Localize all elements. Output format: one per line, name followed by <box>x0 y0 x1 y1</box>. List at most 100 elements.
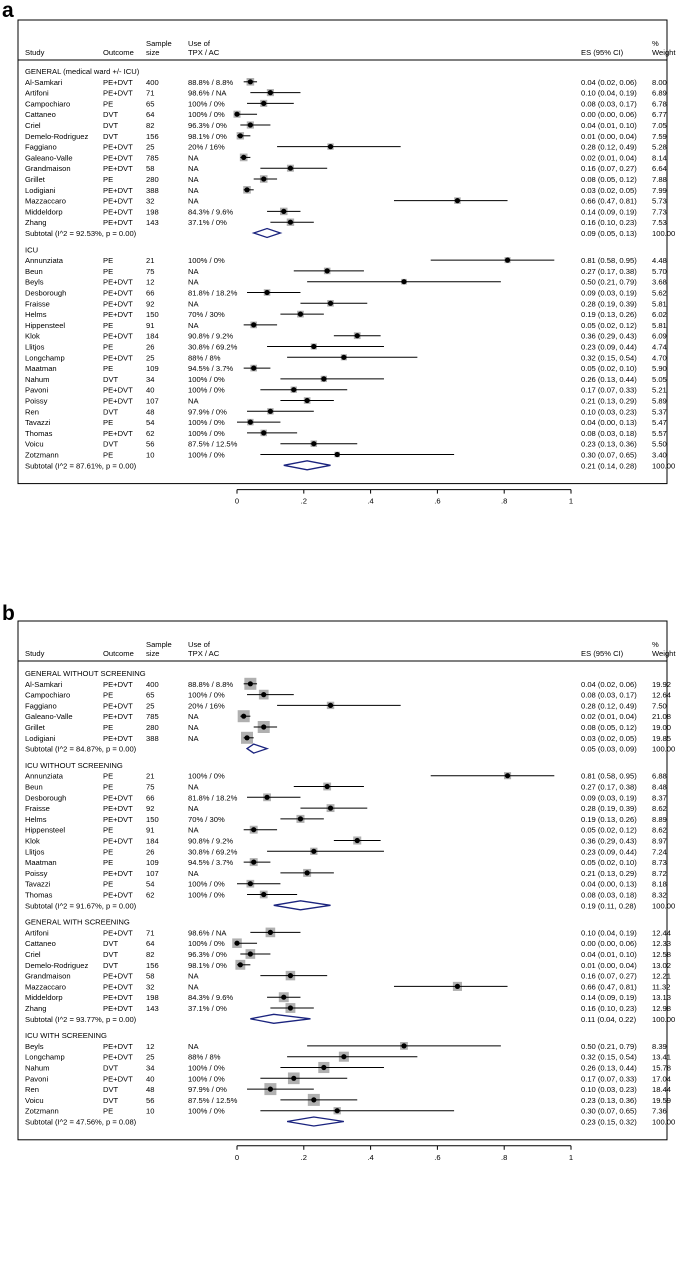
panel-a-group-2-row-13-outcome: PE+DVT <box>103 386 133 395</box>
panel-b-group-2-row-8-outcome: PE <box>103 847 113 856</box>
panel-a-group-2-row-6-weight: 6.02 <box>652 310 667 319</box>
panel-a-header-es: ES (95% CI) <box>581 48 624 57</box>
panel-a-group-2-row-15-n: 48 <box>146 407 154 416</box>
panel-a-group-2-row-17-weight: 5.57 <box>652 429 667 438</box>
panel-b-group-1-row-3-n: 25 <box>146 701 154 710</box>
panel-b-group-1-subtotal-diamond <box>245 743 270 754</box>
panel-b-group-1-row-1-study: Al-Samkari <box>25 680 62 689</box>
panel-a-group-2-row-16-use: 100% / 0% <box>188 418 225 427</box>
panel-b-group-1-row-1-weight: 19.92 <box>652 680 671 689</box>
panel-b-group-3-row-8-outcome: PE+DVT <box>103 1004 133 1013</box>
panel-a-group-1-row-13-use: 84.3% / 9.6% <box>188 207 233 216</box>
panel-b-group-2-row-1-study: Annunziata <box>25 772 64 781</box>
panel-a-group-1-row-13-es-text: 0.14 (0.09, 0.19) <box>581 207 637 216</box>
panel-a-group-1-row-5-n: 82 <box>146 121 154 130</box>
panel-b-x-tick-label-1: .2 <box>301 1153 307 1162</box>
panel-a-group-1-row-6-study: Demelo-Rodriguez <box>25 132 89 141</box>
panel-a-group-1-row-13-n: 198 <box>146 207 159 216</box>
panel-b-group-3-row-3-point <box>247 951 253 957</box>
panel-a-group-1-row-8-outcome: PE+DVT <box>103 153 133 162</box>
panel-b-group-2-row-4-study: Fraisse <box>25 804 50 813</box>
panel-b-group-2-row-8-n: 26 <box>146 847 154 856</box>
panel-b-group-2-row-1-n: 21 <box>146 772 154 781</box>
panel-a-x-tick-label-0: 0 <box>235 497 239 506</box>
panel-b-group-3-row-8-es-text: 0.16 (0.10, 0.23) <box>581 1004 637 1013</box>
panel-a-group-1-row-8-es-text: 0.02 (0.01, 0.04) <box>581 153 637 162</box>
panel-a-group-2-row-11-es-text: 0.05 (0.02, 0.10) <box>581 364 637 373</box>
panel-a-group-1-row-12-outcome: PE+DVT <box>103 197 133 206</box>
panel-a-group-2-row-10-use: 88% / 8% <box>188 353 221 362</box>
panel-a-group-1-row-3-outcome: PE <box>103 99 113 108</box>
panel-b-group-4-row-6-use: 87.5% / 12.5% <box>188 1096 238 1105</box>
panel-a-group-2-row-5-use: NA <box>188 299 199 308</box>
panel-a-group-1-row-11-weight: 7.99 <box>652 186 667 195</box>
panel-b-group-3-row-4-outcome: DVT <box>103 961 119 970</box>
panel-b-group-4-row-7-point <box>334 1108 340 1114</box>
panel-b-group-4-row-1-point <box>401 1043 407 1049</box>
panel-b-group-1-row-5-study: Grillet <box>25 723 46 732</box>
panel-a-group-2-row-13-study: Pavoni <box>25 386 49 395</box>
panel-b-group-2-row-2-outcome: PE <box>103 783 113 792</box>
panel-a-group-1-row-6-es-text: 0.01 (0.00, 0.04) <box>581 132 637 141</box>
panel-b-header-sample: Sample <box>146 640 172 649</box>
panel-a-group-2-row-17-outcome: PE+DVT <box>103 429 133 438</box>
panel-b-group-2-row-10-point <box>304 870 310 876</box>
panel-a-group-2-row-7-weight: 5.81 <box>652 321 667 330</box>
panel-a-group-1-row-10-point <box>261 176 267 182</box>
panel-b-group-3-row-7-point <box>281 994 287 1000</box>
panel-b-group-2-row-5-study: Helms <box>25 815 47 824</box>
panel-a-group-1-row-12-weight: 5.73 <box>652 197 667 206</box>
panel-b-group-4-row-7-n: 10 <box>146 1107 154 1116</box>
panel-a-group-1-row-6-outcome: DVT <box>103 132 119 141</box>
panel-b-group-2-row-2-study: Beun <box>25 783 43 792</box>
panel-a-group-2-row-19-es-text: 0.30 (0.07, 0.65) <box>581 451 637 460</box>
panel-b-group-3-row-4-point <box>237 962 243 968</box>
panel-a-group-2-row-9-weight: 4.74 <box>652 343 667 352</box>
panel-b-group-2-row-3-es-text: 0.09 (0.03, 0.19) <box>581 793 637 802</box>
panel-a-group-1-row-5-study: Criel <box>25 121 41 130</box>
panel-a-group-1-row-13-outcome: PE+DVT <box>103 207 133 216</box>
panel-b-group-3-row-2-es-text: 0.00 (0.00, 0.06) <box>581 939 637 948</box>
panel-b-group-1-row-2-outcome: PE <box>103 691 113 700</box>
panel-b-group-3-row-4-use: 98.1% / 0% <box>188 961 227 970</box>
panel-a-group-2-subtotal-label: Subtotal (I^2 = 87.61%, p = 0.00) <box>25 461 137 470</box>
panel-b-group-3-row-6-n: 32 <box>146 982 154 991</box>
panel-b-group-2-row-5-point <box>297 816 304 822</box>
panel-a-group-2-row-18-weight: 5.50 <box>652 440 667 449</box>
panel-b-header-es: ES (95% CI) <box>581 649 624 658</box>
panel-a-group-2-row-5-es-text: 0.28 (0.19, 0.39) <box>581 299 637 308</box>
panel-a-group-2-row-1-study: Annunziata <box>25 256 64 265</box>
panel-b-group-2-row-4-outcome: PE+DVT <box>103 804 133 813</box>
panel-b-group-2-row-9-use: 94.5% / 3.7% <box>188 858 233 867</box>
panel-a-group-2-row-8-use: 90.8% / 9.2% <box>188 332 233 341</box>
panel-a-group-2-row-16-point <box>247 419 253 425</box>
panel-a-group-1-row-2-n: 71 <box>146 89 154 98</box>
panel-a-group-2-row-5-point <box>327 300 334 306</box>
panel-a-group-2-row-2-n: 75 <box>146 267 154 276</box>
panel-a-group-2-row-4-n: 66 <box>146 289 154 298</box>
panel-a-group-2-row-2-point <box>324 268 330 274</box>
panel-b-group-3-row-6-outcome: PE+DVT <box>103 982 133 991</box>
panel-a-group-2-row-9-study: Llitjos <box>25 343 45 352</box>
panel-b-group-2-row-12-weight: 8.32 <box>652 891 667 900</box>
panel-a-group-2-row-8-study: Klok <box>25 332 40 341</box>
panel-b-group-2-subtotal-diamond <box>273 900 331 911</box>
panel-b-group-2-row-2-n: 75 <box>146 783 154 792</box>
panel-a-group-2-row-7-use: NA <box>188 321 199 330</box>
panel-b-group-2-row-11-weight: 8.18 <box>652 880 667 889</box>
panel-b-group-3-row-8-point <box>287 1005 294 1011</box>
panel-a-group-2-row-10-study: Longchamp <box>25 353 65 362</box>
panel-b-group-3-row-1-es-text: 0.10 (0.04, 0.19) <box>581 928 637 937</box>
panel-a-group-1-title: GENERAL (medical ward +/- ICU) <box>25 67 140 76</box>
panel-b-group-2-row-11-es-text: 0.04 (0.00, 0.13) <box>581 880 637 889</box>
panel-b-group-1-row-4-outcome: PE+DVT <box>103 712 133 721</box>
panel-a-group-1-row-9-study: Grandmaison <box>25 164 71 173</box>
panel-b-group-3-row-5-weight: 12.21 <box>652 972 671 981</box>
panel-a-group-1-row-9-es-text: 0.16 (0.07, 0.27) <box>581 164 637 173</box>
panel-b-group-1-row-4-n: 785 <box>146 712 159 721</box>
panel-a-group-2-row-10-outcome: PE+DVT <box>103 353 133 362</box>
panel-b-group-4-row-4-use: 100% / 0% <box>188 1074 225 1083</box>
panel-b-group-2-row-1-weight: 6.88 <box>652 772 667 781</box>
panel-a-group-1-row-14-point <box>287 219 294 225</box>
panel-b-group-4-subtotal-weight: 100.00 <box>652 1118 675 1127</box>
